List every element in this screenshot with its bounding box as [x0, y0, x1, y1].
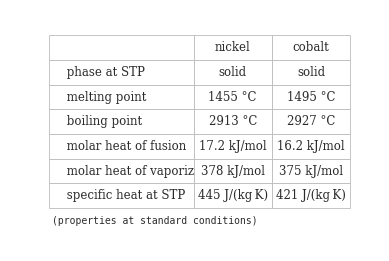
Text: (properties at standard conditions): (properties at standard conditions) — [52, 216, 257, 226]
